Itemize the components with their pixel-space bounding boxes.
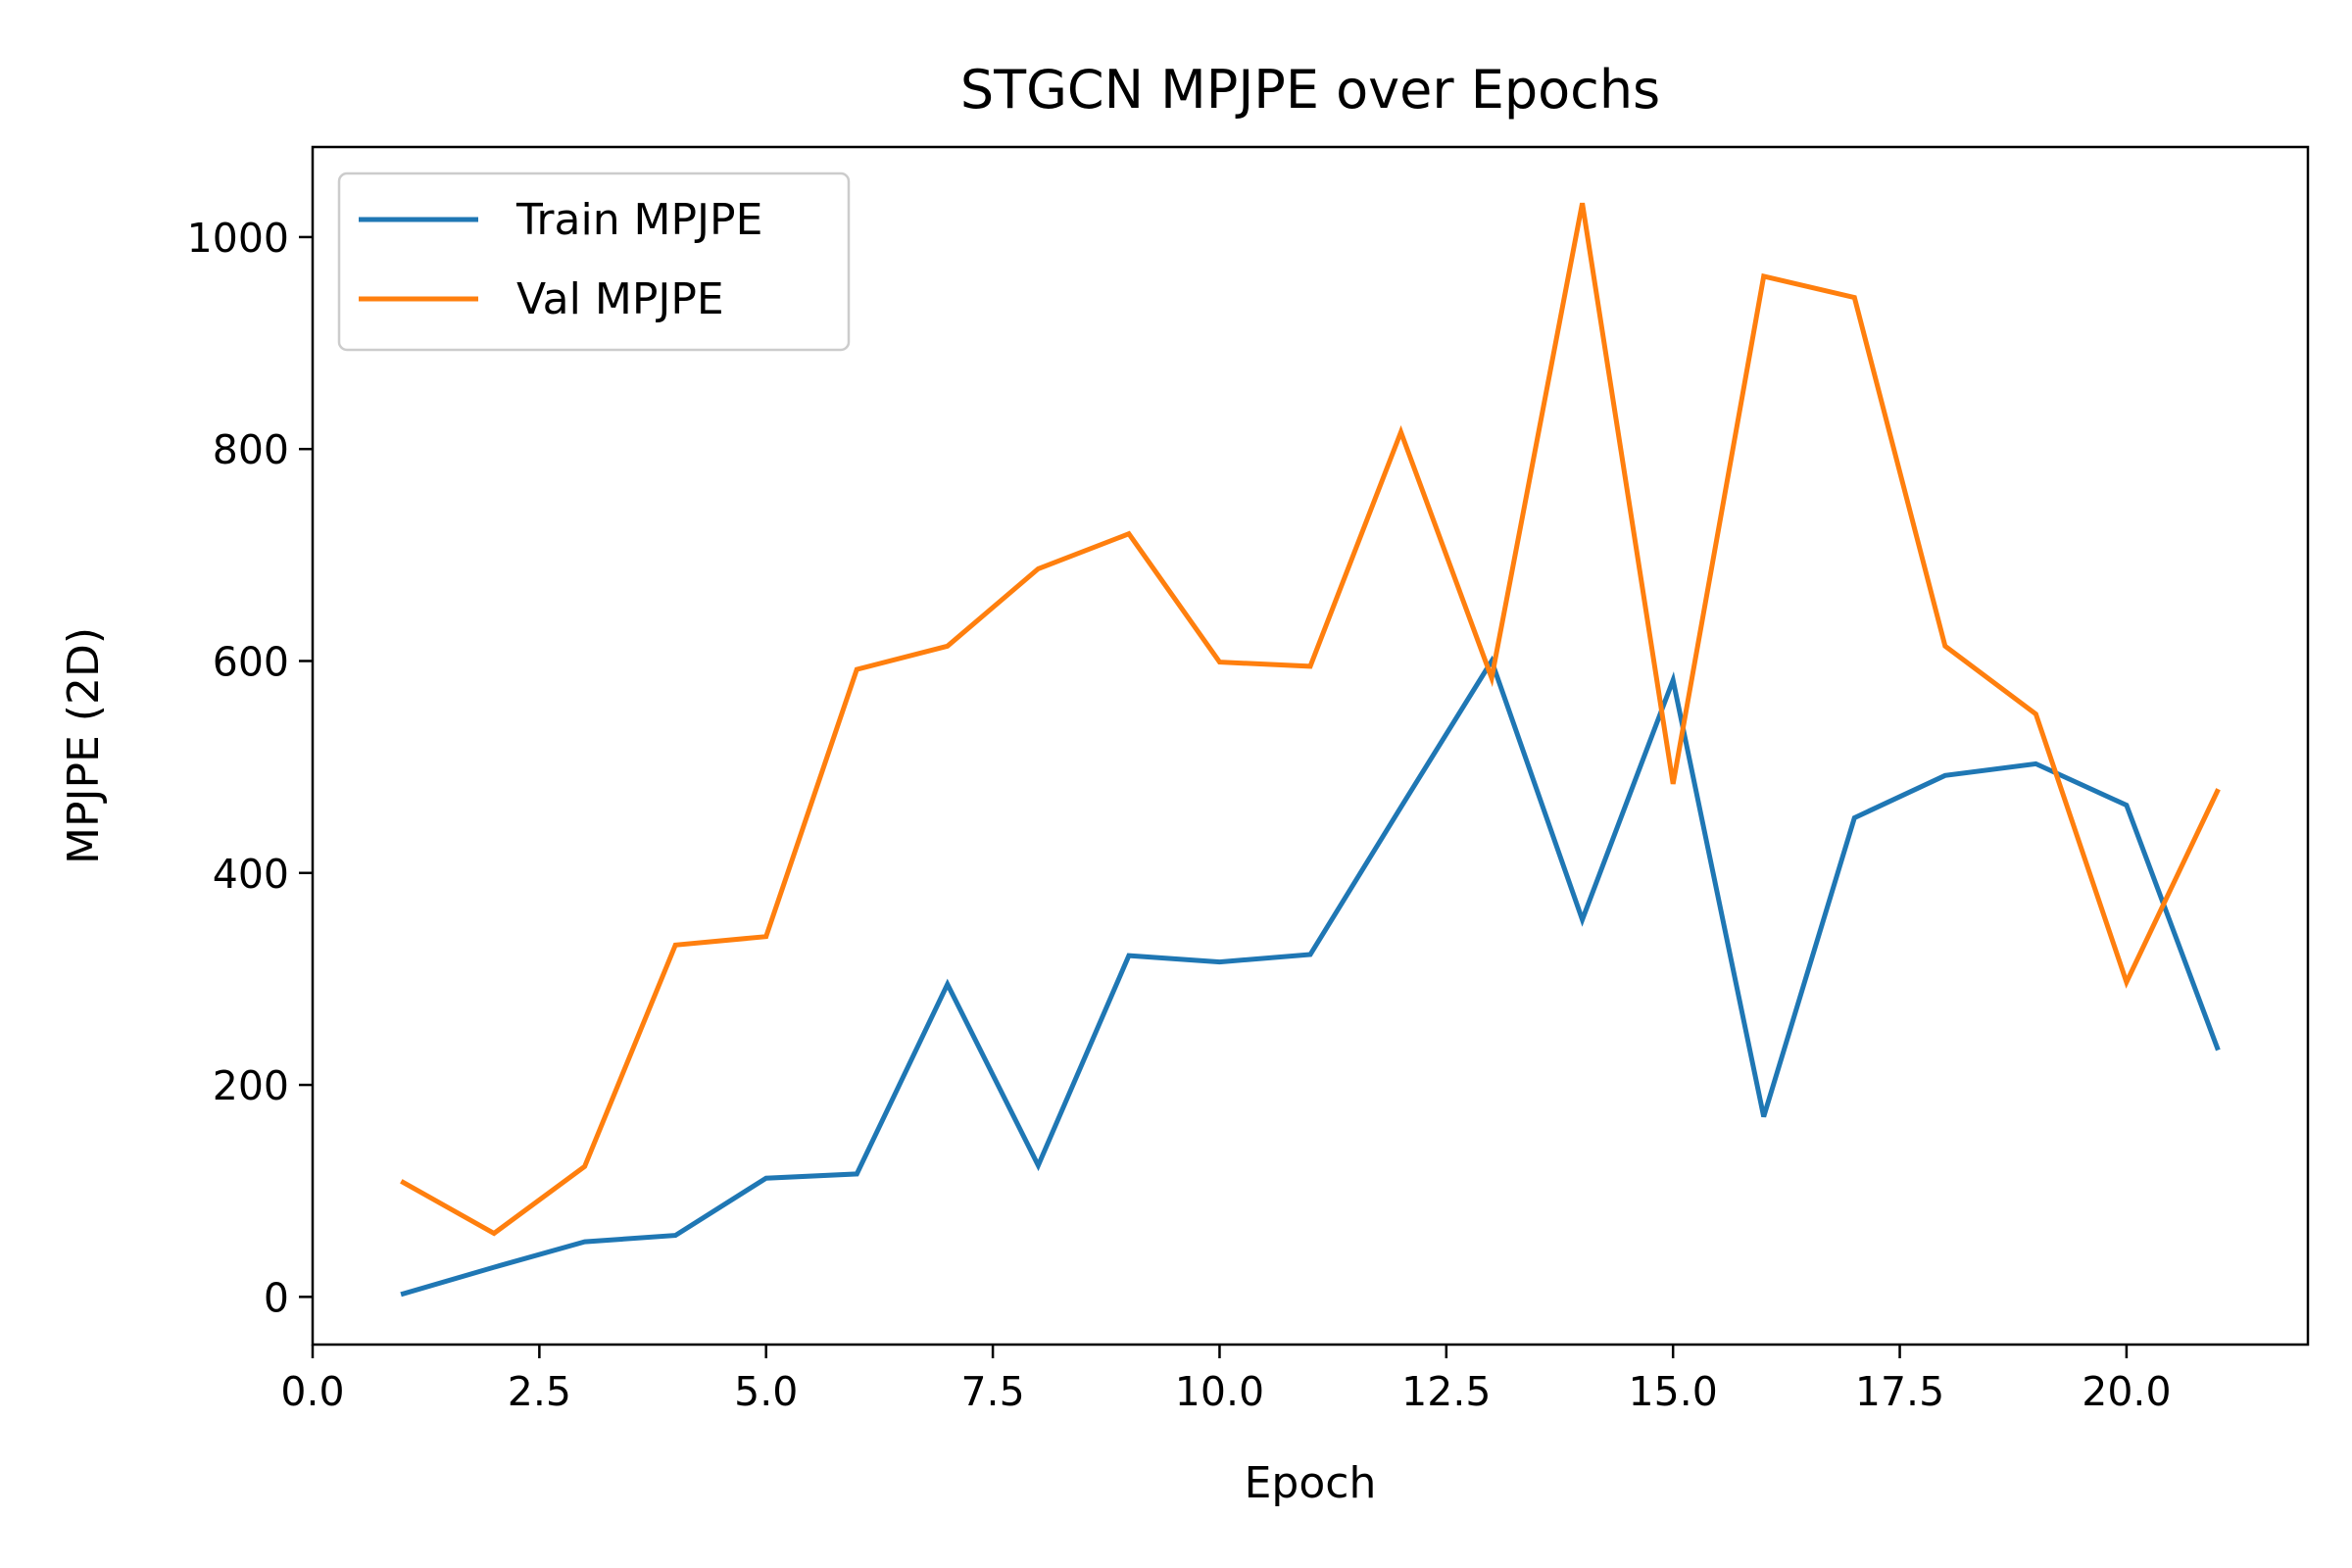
plot-frame: [311, 145, 2310, 1347]
y-axis: 0 200 400 600 800 1000: [187, 215, 313, 1321]
legend-label: Train MPJPE: [515, 195, 762, 245]
y-axis-label: MPJPE (2D): [59, 627, 109, 864]
x-tick-label: 20.0: [2082, 1368, 2171, 1415]
x-tick-label: 5.0: [734, 1368, 798, 1415]
x-axis: 0.0 2.5 5.0 7.5 10.0 12.5 15.0 17.5 20.0: [280, 1345, 2172, 1415]
y-tick-label: 0: [264, 1274, 289, 1321]
x-tick-label: 7.5: [960, 1368, 1024, 1415]
y-tick-label: 200: [213, 1062, 289, 1109]
y-tick-label: 800: [213, 426, 289, 473]
series-lines: [400, 202, 2221, 1298]
x-tick-label: 0.0: [280, 1368, 344, 1415]
y-tick-label: 600: [213, 638, 289, 685]
x-tick-label: 10.0: [1175, 1368, 1264, 1415]
x-tick-label: 17.5: [1855, 1368, 1944, 1415]
x-tick-label: 12.5: [1401, 1368, 1491, 1415]
y-tick-label: 1000: [187, 215, 289, 262]
legend-label: Val MPJPE: [516, 274, 724, 324]
x-tick-label: 2.5: [508, 1368, 571, 1415]
series-line-train: [400, 655, 2221, 1298]
x-axis-label: Epoch: [1245, 1458, 1377, 1508]
x-tick-label: 15.0: [1629, 1368, 1718, 1415]
chart-title: STGCN MPJPE over Epochs: [960, 59, 1660, 121]
y-tick-label: 400: [213, 851, 289, 898]
legend: Train MPJPE Val MPJPE: [337, 172, 851, 352]
series-line-val: [400, 202, 2221, 1237]
